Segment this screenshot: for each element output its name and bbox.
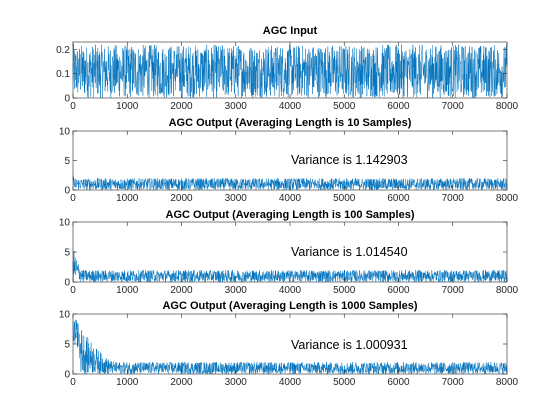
x-tick-label: 0	[70, 101, 76, 112]
x-tick-label: 2000	[170, 193, 193, 204]
y-tick-label: 5	[64, 248, 70, 259]
x-tick-label: 8000	[496, 377, 519, 388]
x-tick-label: 3000	[225, 101, 248, 112]
variance-annotation: Variance is 1.000931	[291, 338, 408, 352]
y-tick-label: 10	[59, 218, 71, 229]
variance-annotation: Variance is 1.142903	[291, 153, 408, 167]
x-tick-label: 4000	[279, 377, 302, 388]
subplot-title: AGC Output (Averaging Length is 100 Samp…	[166, 209, 415, 221]
x-tick-label: 4000	[279, 285, 302, 296]
x-tick-label: 7000	[442, 101, 465, 112]
x-tick-label: 6000	[387, 193, 410, 204]
x-tick-label: 1000	[116, 285, 139, 296]
x-tick-label: 6000	[387, 101, 410, 112]
y-tick-label: 10	[59, 127, 71, 138]
y-tick-label: 0	[64, 370, 70, 381]
series-line	[72, 250, 508, 283]
x-tick-label: 5000	[333, 101, 356, 112]
x-tick-label: 6000	[387, 377, 410, 388]
x-tick-label: 8000	[496, 285, 519, 296]
subplot-agc-output-10: AGC Output (Averaging Length is 10 Sampl…	[59, 117, 519, 204]
subplot-title: AGC Input	[263, 25, 318, 37]
variance-annotation: Variance is 1.014540	[291, 245, 408, 259]
x-tick-label: 0	[70, 285, 76, 296]
y-tick-label: 5	[64, 156, 70, 167]
x-tick-label: 1000	[116, 377, 139, 388]
x-tick-label: 3000	[225, 285, 248, 296]
x-tick-label: 5000	[333, 193, 356, 204]
x-tick-label: 8000	[496, 193, 519, 204]
x-tick-label: 1000	[116, 193, 139, 204]
x-tick-label: 2000	[170, 377, 193, 388]
x-tick-label: 7000	[442, 377, 465, 388]
subplot-title: AGC Output (Averaging Length is 10 Sampl…	[169, 117, 412, 129]
subplot-agc-input: AGC Input 0 1000 2000 3000 4000 5000 6000 7000 8…	[56, 25, 518, 112]
x-tick-label: 3000	[225, 377, 248, 388]
x-tick-label: 2000	[170, 285, 193, 296]
x-tick-label: 5000	[333, 285, 356, 296]
subplot-agc-output-100: AGC Output (Averaging Length is 100 Samp…	[59, 209, 519, 296]
x-tick-label: 0	[70, 193, 76, 204]
subplot-agc-output-1000: AGC Output (Averaging Length is 1000 Sam…	[59, 300, 519, 388]
subplot-title: AGC Output (Averaging Length is 1000 Sam…	[162, 300, 417, 312]
y-tick-label: 0	[64, 278, 70, 289]
x-tick-label: 2000	[170, 101, 193, 112]
series-line	[72, 175, 508, 191]
x-tick-label: 7000	[442, 193, 465, 204]
x-tick-label: 6000	[387, 285, 410, 296]
x-tick-label: 0	[70, 377, 76, 388]
x-tick-label: 1000	[116, 101, 139, 112]
y-tick-label: 5	[64, 340, 70, 351]
x-tick-label: 5000	[333, 377, 356, 388]
x-tick-label: 8000	[496, 101, 519, 112]
series-line	[72, 319, 508, 375]
x-tick-label: 3000	[225, 193, 248, 204]
x-tick-label: 7000	[442, 285, 465, 296]
y-tick-label: 0.1	[56, 69, 70, 80]
x-tick-label: 4000	[279, 101, 302, 112]
y-tick-label: 10	[59, 310, 71, 321]
x-tick-label: 4000	[279, 193, 302, 204]
y-tick-label: 0.2	[56, 45, 70, 56]
y-tick-label: 0	[64, 186, 70, 197]
y-tick-label: 0	[64, 94, 70, 105]
